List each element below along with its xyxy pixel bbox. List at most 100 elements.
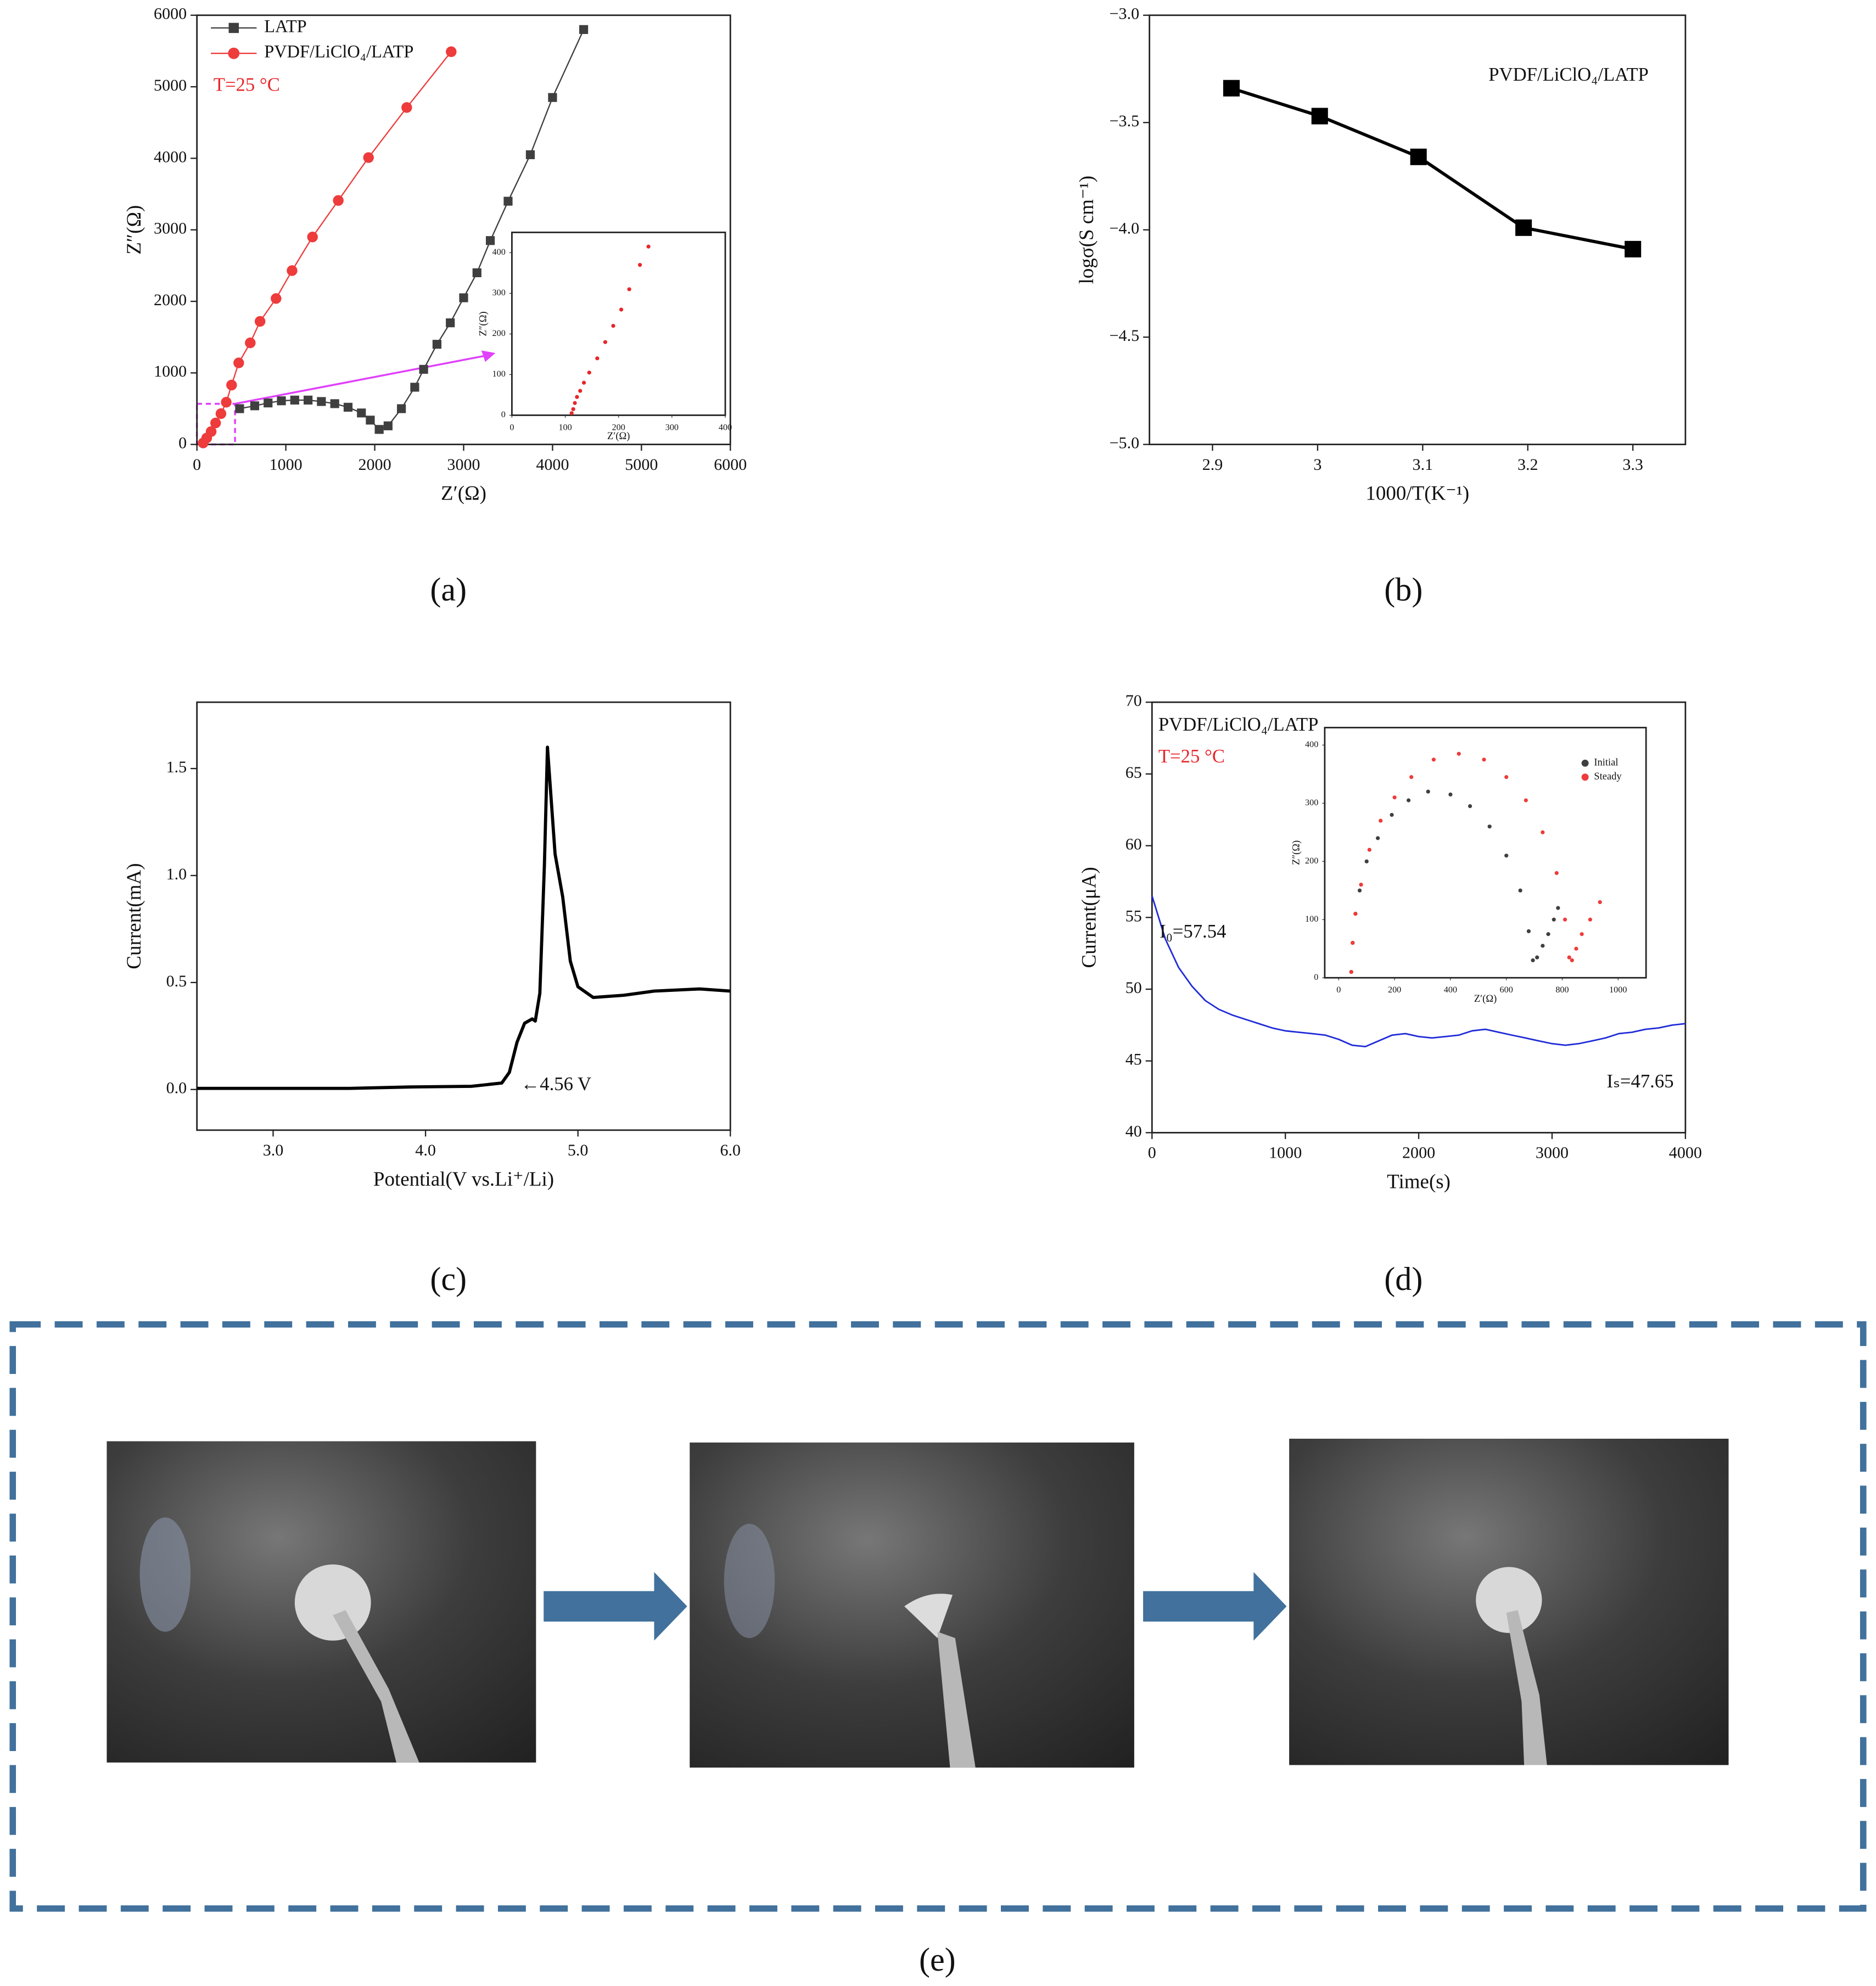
series-line [1231, 87, 1633, 251]
y-tick-label: 300 [492, 288, 506, 298]
y-tick-label: 0.0 [166, 1079, 187, 1097]
x-tick-label: 3.2 [1517, 455, 1538, 474]
x-axis-label: 1000/T(K⁻¹) [1365, 483, 1469, 505]
marker [290, 395, 299, 405]
y-tick-label: 2000 [154, 290, 187, 309]
marker [1515, 219, 1532, 236]
y-tick-label: 0 [501, 409, 506, 419]
y-tick-label: 40 [1125, 1121, 1142, 1140]
marker [1431, 758, 1436, 762]
marker [432, 340, 441, 349]
marker [226, 379, 237, 391]
y-axis-label: Z″(Ω) [1291, 840, 1302, 865]
marker [1625, 240, 1642, 257]
marker [1390, 812, 1394, 817]
marker [277, 396, 286, 406]
marker [1541, 830, 1545, 834]
x-tick-label: 2000 [1402, 1143, 1435, 1162]
legend-label: LATP [264, 16, 306, 36]
x-tick-label: 4000 [1669, 1143, 1702, 1162]
marker [1351, 941, 1355, 945]
y-tick-label: 0 [178, 434, 187, 452]
marker [1526, 929, 1531, 934]
marker [401, 102, 412, 113]
marker [1580, 932, 1584, 936]
annotation: PVDF/LiClO₄/LATP [1158, 714, 1319, 735]
marker [1364, 859, 1369, 863]
marker [235, 404, 244, 413]
photo [107, 1441, 536, 1763]
marker [446, 318, 455, 328]
arrow [544, 1572, 687, 1641]
x-tick-label: 4.0 [415, 1141, 436, 1159]
photo [1289, 1438, 1729, 1765]
legend-marker [1581, 759, 1589, 767]
marker [1563, 917, 1567, 922]
marker [525, 150, 535, 159]
legend-label: PVDF/LiClO₄/LATP [264, 42, 413, 62]
annotation: ←4.56 V [521, 1073, 592, 1095]
x-tick-label: 3.3 [1622, 455, 1643, 474]
annotation: Iₛ=47.65 [1606, 1070, 1673, 1092]
panel-e-frame [9, 1321, 1867, 1912]
marker [503, 197, 513, 206]
marker [1409, 775, 1414, 779]
x-axis-label: Z′(Ω) [441, 483, 486, 505]
marker [250, 401, 260, 411]
x-tick-label: 0 [1148, 1143, 1156, 1162]
marker [548, 93, 557, 102]
y-tick-label: 1000 [154, 362, 187, 380]
y-tick-label: 100 [492, 369, 506, 379]
marker [304, 395, 313, 405]
y-tick-label: 50 [1125, 978, 1142, 997]
x-tick-label: 0 [193, 455, 201, 474]
marker [627, 287, 631, 291]
marker [366, 416, 375, 425]
marker [1349, 970, 1353, 974]
y-tick-label: 0.5 [166, 972, 187, 990]
marker [1598, 900, 1602, 905]
marker [1406, 798, 1411, 803]
marker [573, 401, 577, 405]
marker [472, 268, 481, 277]
y-tick-label: 3000 [154, 219, 187, 238]
y-tick-label: 400 [1305, 739, 1318, 749]
marker [611, 323, 615, 328]
y-tick-label: 6000 [154, 4, 187, 23]
marker [1546, 932, 1550, 936]
x-tick-label: 5.0 [568, 1141, 589, 1159]
y-tick-label: 1.5 [166, 758, 187, 776]
marker [619, 307, 624, 312]
x-tick-label: 6.0 [720, 1141, 741, 1159]
plot-frame [196, 701, 731, 1131]
marker [1379, 818, 1383, 823]
marker [1518, 888, 1522, 893]
marker [575, 395, 579, 399]
legend-marker [228, 47, 240, 59]
marker [317, 397, 326, 406]
marker [205, 426, 217, 437]
marker [1410, 148, 1427, 165]
marker [459, 293, 468, 302]
marker [254, 316, 266, 327]
marker [1541, 944, 1545, 948]
marker [215, 408, 227, 419]
x-axis-label: Z′(Ω) [607, 431, 630, 442]
x-tick-label: 400 [719, 422, 732, 432]
x-tick-label: 300 [665, 422, 679, 432]
marker [1375, 836, 1380, 840]
x-axis-label: Potential(V vs.Li⁺/Li) [373, 1168, 554, 1191]
x-tick-label: 2.9 [1202, 455, 1223, 474]
y-tick-label: 65 [1125, 763, 1142, 782]
y-axis-label: Z″(Ω) [123, 205, 145, 255]
x-axis-label: Z′(Ω) [1474, 994, 1497, 1005]
panel-label: (d) [1384, 1261, 1423, 1298]
marker [419, 364, 428, 374]
marker [1531, 958, 1535, 963]
marker [603, 340, 608, 344]
plot-frame [1324, 727, 1647, 979]
x-tick-label: 1000 [1269, 1143, 1302, 1162]
marker [1588, 917, 1592, 922]
marker [1426, 789, 1430, 794]
